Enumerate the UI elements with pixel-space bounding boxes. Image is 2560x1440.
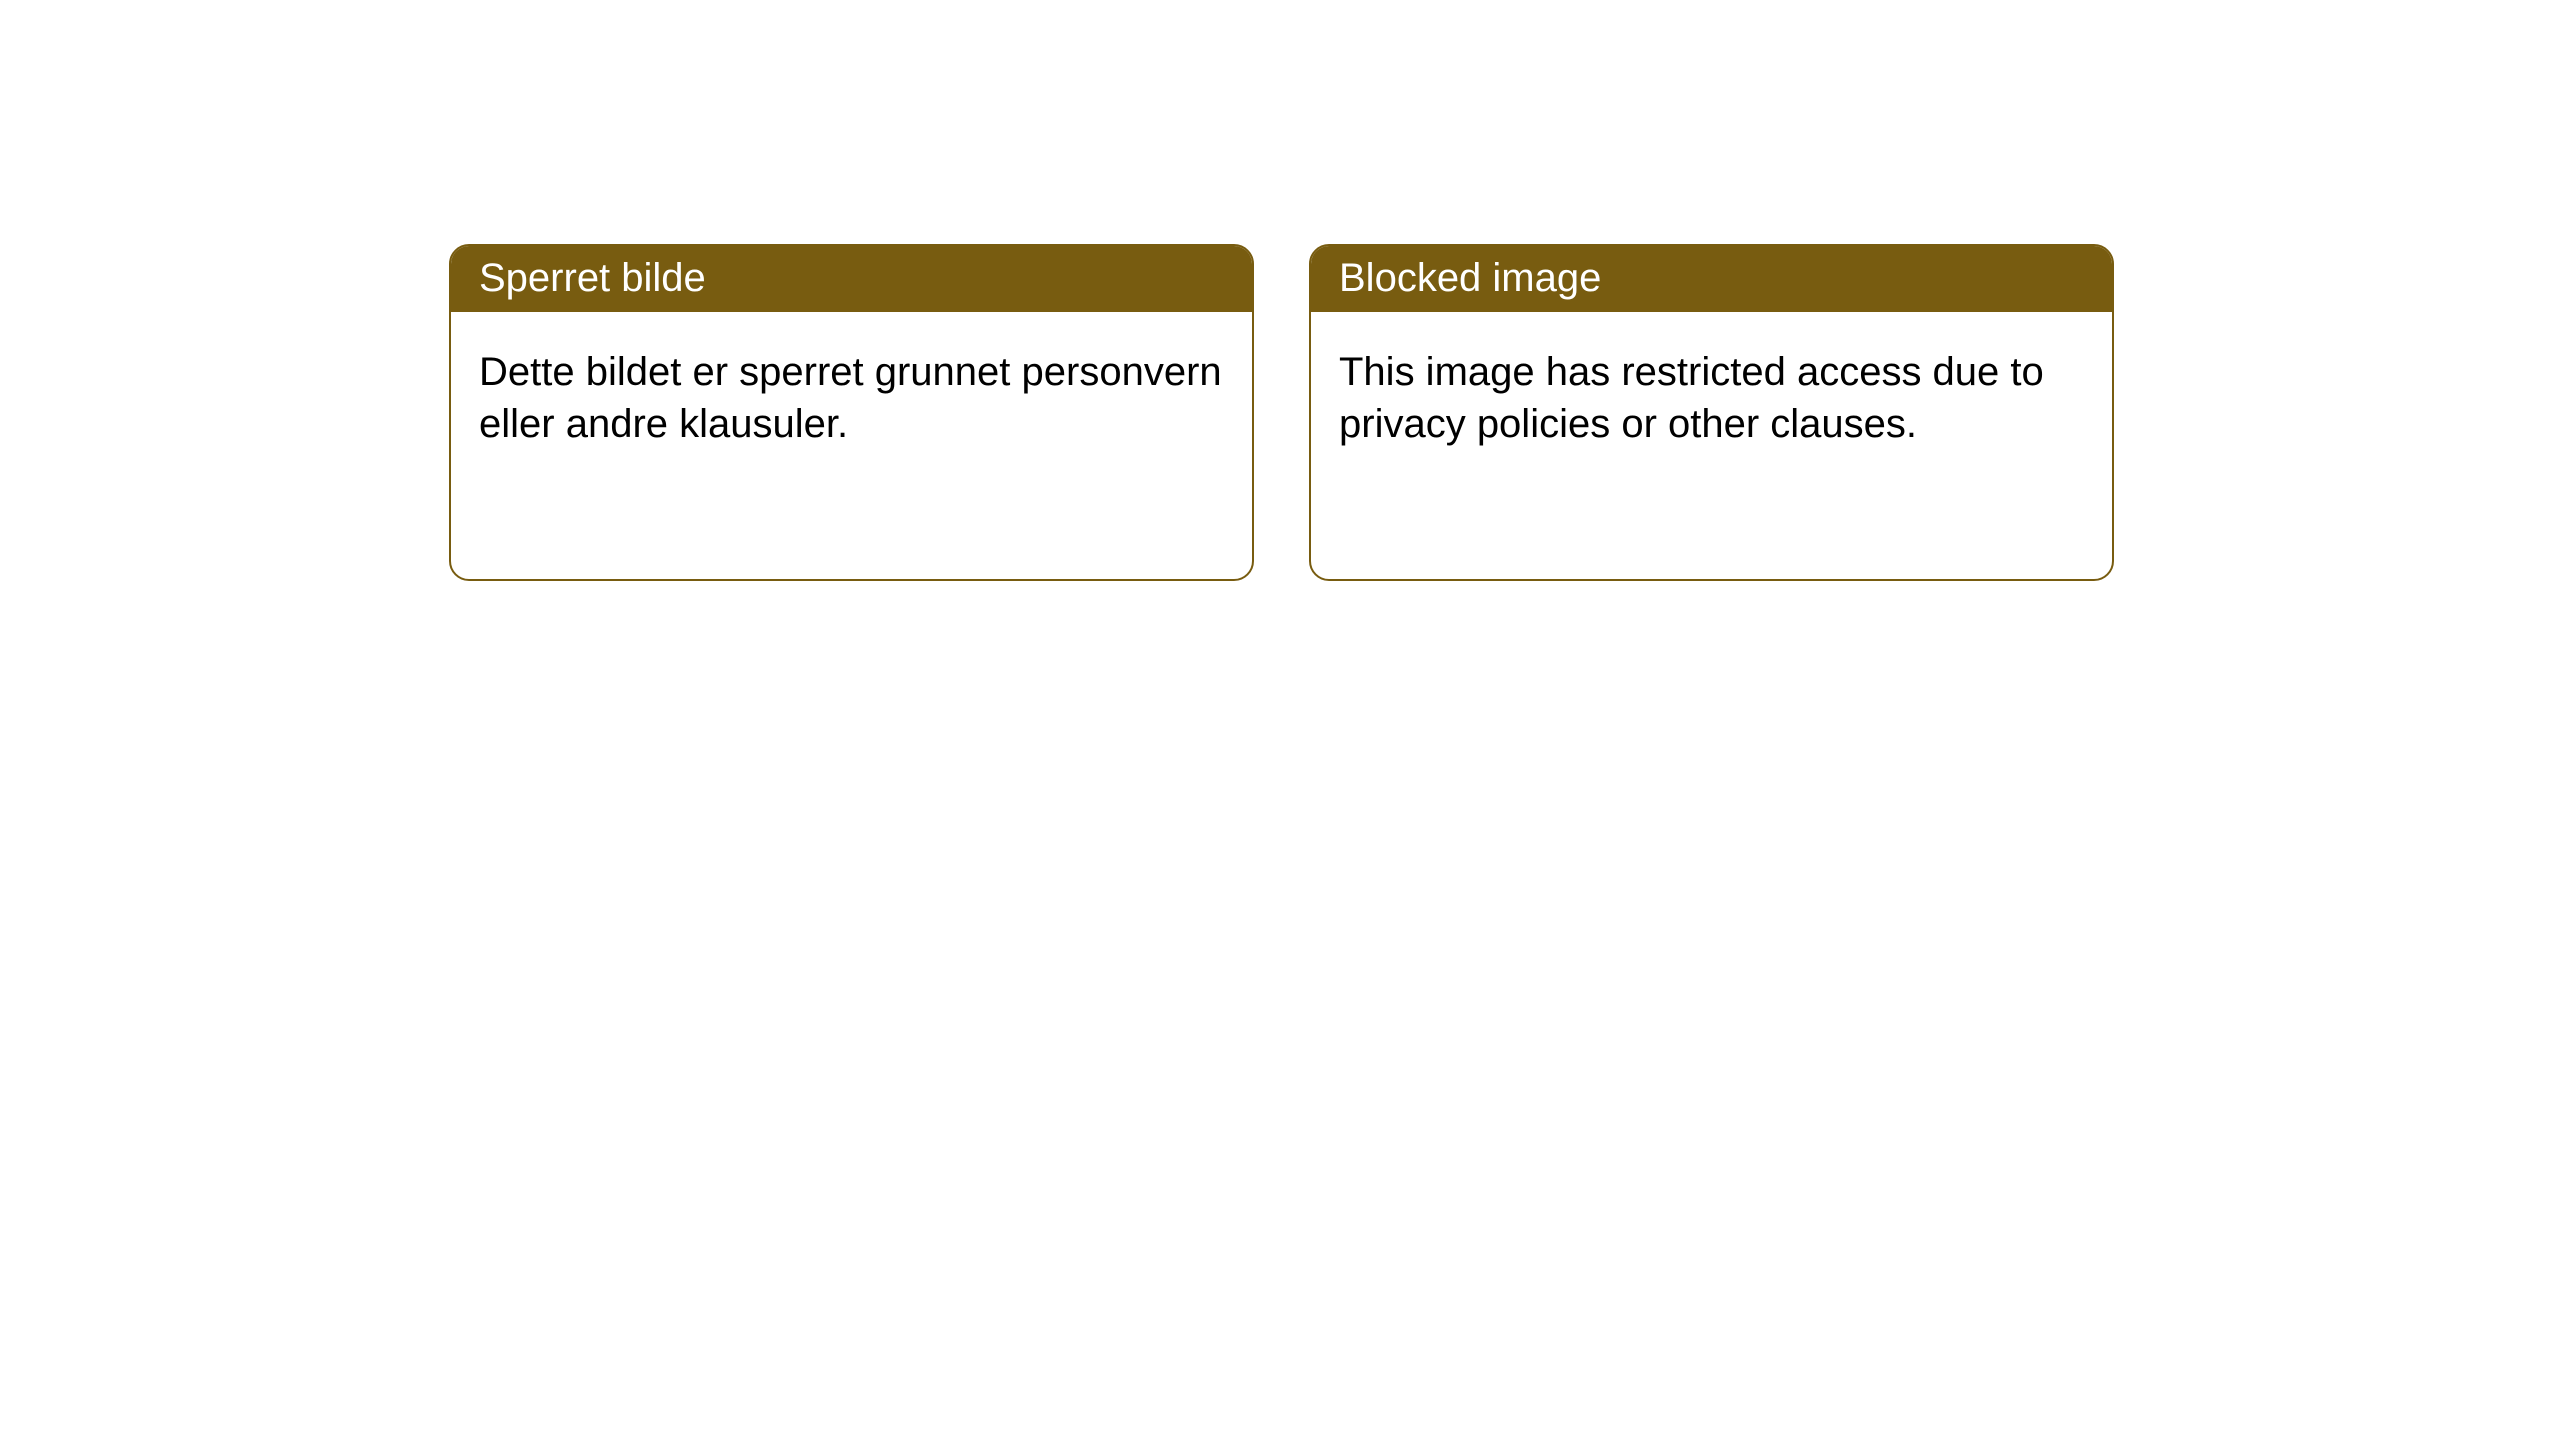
card-body: This image has restricted access due to … bbox=[1311, 312, 2112, 484]
notice-container: Sperret bilde Dette bildet er sperret gr… bbox=[449, 244, 2560, 581]
card-header: Sperret bilde bbox=[451, 246, 1252, 312]
notice-card-en: Blocked image This image has restricted … bbox=[1309, 244, 2114, 581]
card-title: Blocked image bbox=[1339, 256, 1601, 300]
card-header: Blocked image bbox=[1311, 246, 2112, 312]
card-title: Sperret bilde bbox=[479, 256, 706, 300]
notice-card-no: Sperret bilde Dette bildet er sperret gr… bbox=[449, 244, 1254, 581]
card-body-text: This image has restricted access due to … bbox=[1339, 350, 2044, 446]
card-body: Dette bildet er sperret grunnet personve… bbox=[451, 312, 1252, 484]
card-body-text: Dette bildet er sperret grunnet personve… bbox=[479, 350, 1222, 446]
